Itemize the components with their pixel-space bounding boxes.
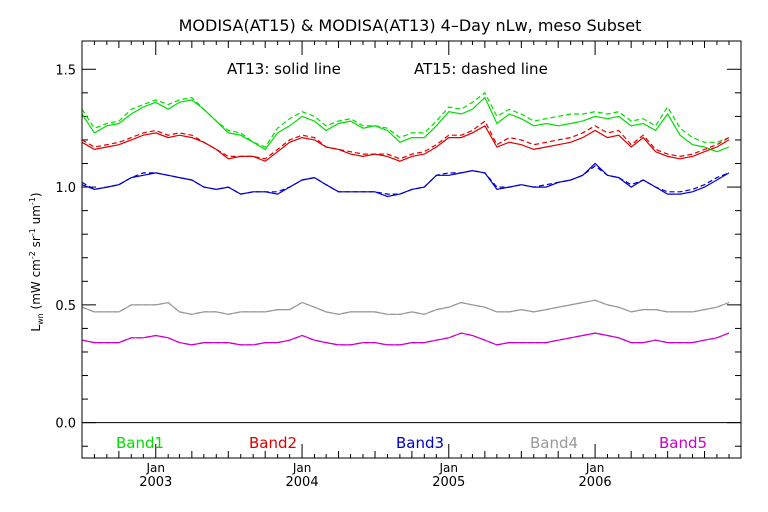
plot-frame (81, 40, 742, 459)
x-tick-label-year: 2006 (579, 475, 612, 490)
series-line-band1-at15 (81, 91, 730, 148)
x-tick-label-month: Jan (146, 461, 166, 475)
y-tick-label: 0.0 (55, 417, 76, 432)
data-series (81, 91, 730, 346)
y-axis-label-exp1: -2 (28, 251, 37, 259)
series-line-band5-at15 (81, 332, 730, 346)
series-line-band4-at15 (81, 299, 730, 315)
line-style-note-at15: AT15: dashed line (414, 60, 548, 78)
y-axis-label-exp3: -1 (28, 197, 37, 205)
legend-band4: Band4 (530, 434, 578, 452)
chart-title: MODISA(AT15) & MODISA(AT13) 4–Day nLw, m… (179, 16, 642, 35)
y-axis-label-unit-open: (mW cm (29, 259, 43, 313)
y-axis-label-unit-mid2: um (29, 205, 43, 228)
y-axis-label-exp2: -1 (28, 228, 37, 236)
legend-band1: Band1 (116, 434, 164, 452)
y-tick-label: 0.5 (55, 299, 76, 314)
x-tick-label-month: Jan (585, 461, 605, 475)
series-line-band2-at13 (81, 124, 730, 162)
line-style-note-at13: AT13: solid line (227, 60, 341, 78)
y-axis-label-unit-mid1: sr (29, 236, 43, 251)
legend-band3: Band3 (396, 434, 444, 452)
series-line-band1-at13 (81, 96, 730, 153)
x-tick-label-year: 2005 (432, 475, 465, 490)
y-axis-label-base: L (29, 325, 43, 332)
y-axis-label-unit-close: ) (29, 192, 43, 197)
y-axis-label: Lwn (mW cm-2 sr-1 um-1) (28, 192, 45, 331)
series-line-band2-at15 (81, 120, 730, 160)
legend-band5: Band5 (659, 434, 707, 452)
x-tick-label-year: 2004 (286, 475, 319, 490)
legend: Band1 Band2 Band3 Band4 Band5 (116, 434, 707, 452)
x-tick-label-year: 2003 (139, 475, 172, 490)
y-tick-label: 1.0 (55, 181, 76, 196)
x-tick-label-month: Jan (292, 461, 312, 475)
legend-band2: Band2 (249, 434, 297, 452)
y-tick-label: 1.5 (55, 63, 76, 78)
x-tick-label-month: Jan (439, 461, 459, 475)
series-line-band3-at15 (81, 165, 730, 195)
y-axis-label-subscript: wn (36, 313, 45, 325)
